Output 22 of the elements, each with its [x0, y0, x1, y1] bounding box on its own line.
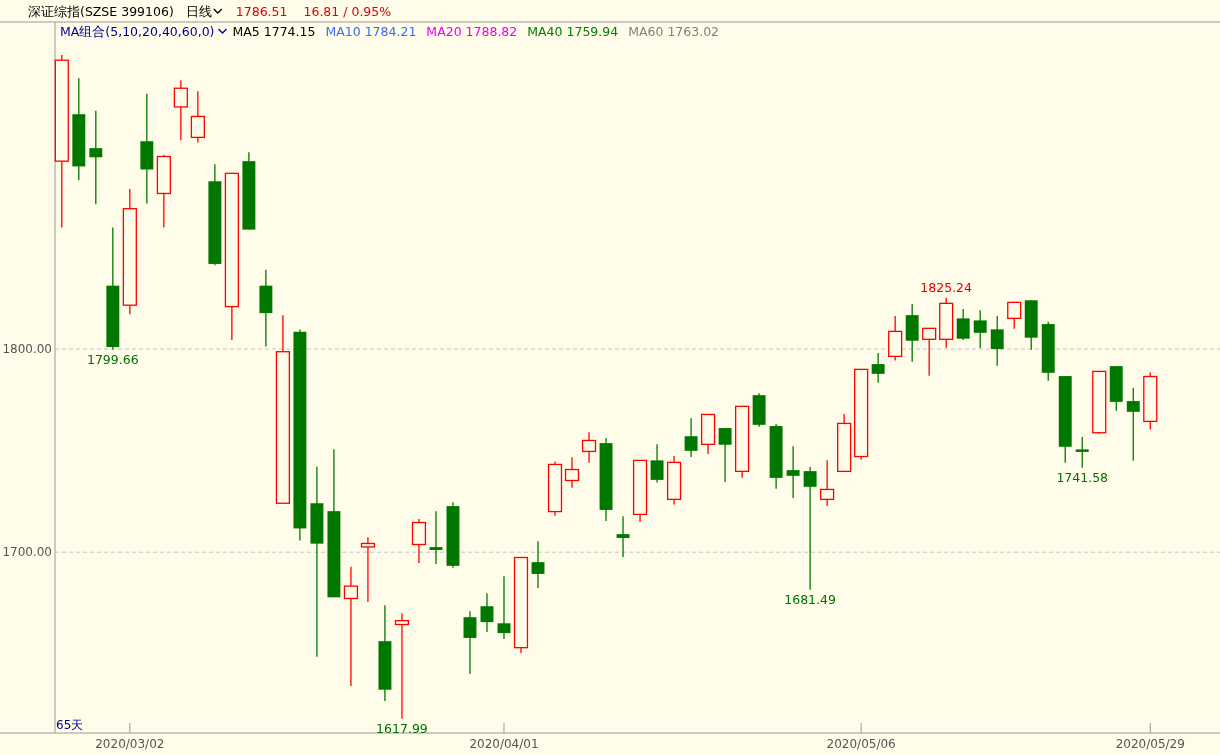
x-tick-label: 2020/04/01	[469, 737, 539, 751]
annotation: MA60 1763.02	[628, 24, 720, 39]
x-tick-label: 2020/05/29	[1115, 737, 1185, 751]
annotation: MA40 1759.94	[527, 24, 619, 39]
x-tick-label: 2020/05/06	[826, 737, 896, 751]
annotation: 1799.66	[86, 351, 139, 367]
annotation: MA20 1788.82	[426, 24, 518, 39]
annotation: 1681.49	[784, 591, 837, 607]
annotation: 1741.58	[1056, 469, 1109, 485]
annotation: MA组合(5,10,20,40,60,0)	[60, 24, 215, 39]
annotation: 1825.24	[920, 279, 973, 295]
y-tick-label: 1700.00	[2, 545, 52, 560]
chart-subtitle: 日线	[185, 4, 212, 19]
annotation: 65天	[56, 718, 84, 732]
annotation: 1617.99	[376, 720, 428, 736]
annotation: MA10 1784.21	[325, 24, 417, 39]
x-tick-label: 2020/03/02	[95, 737, 165, 751]
chart-title: 深证综指(SZSE 399106)	[28, 4, 174, 19]
annotation: MA5 1774.15	[232, 24, 316, 39]
y-tick-label: 1800.00	[2, 342, 52, 357]
text: 1786.51	[235, 4, 288, 19]
text: 16.81 / 0.95%	[303, 4, 392, 19]
